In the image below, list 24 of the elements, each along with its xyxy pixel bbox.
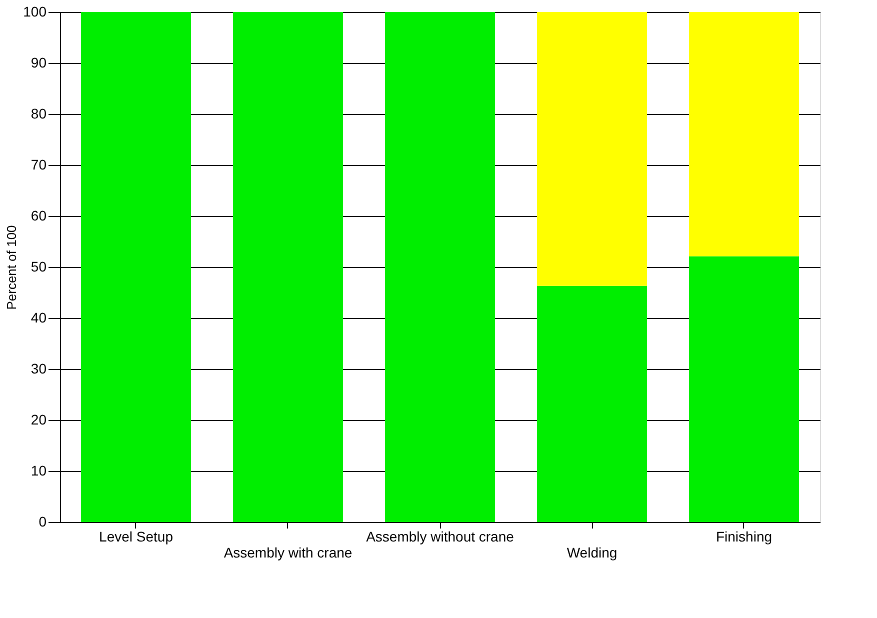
bar	[537, 286, 647, 522]
x-tick-label: Assembly with crane	[224, 544, 352, 560]
bar	[689, 12, 799, 256]
y-tick-label: 60	[30, 208, 47, 224]
bar	[689, 256, 799, 522]
y-tick-label: 20	[30, 412, 47, 428]
x-tick-label: Assembly without crane	[366, 528, 514, 544]
y-tick-label: 40	[30, 310, 47, 326]
y-tick-label: 30	[30, 360, 47, 376]
y-tick-label: 50	[30, 258, 47, 274]
x-tick-label: Level Setup	[99, 528, 174, 544]
bar	[233, 12, 343, 522]
y-tick-label: 10	[30, 462, 47, 478]
bar	[385, 12, 495, 522]
bar	[537, 12, 647, 286]
y-tick-label: 90	[30, 54, 47, 70]
y-tick-label: 0	[38, 514, 47, 530]
y-tick-label: 70	[30, 156, 47, 172]
y-tick-label: 100	[23, 4, 47, 20]
y-axis-title: Percent of 100	[4, 225, 20, 310]
bar	[81, 12, 191, 522]
x-tick-label: Welding	[566, 544, 618, 560]
x-tick-label: Finishing	[716, 528, 772, 544]
y-tick-label: 80	[30, 106, 47, 122]
